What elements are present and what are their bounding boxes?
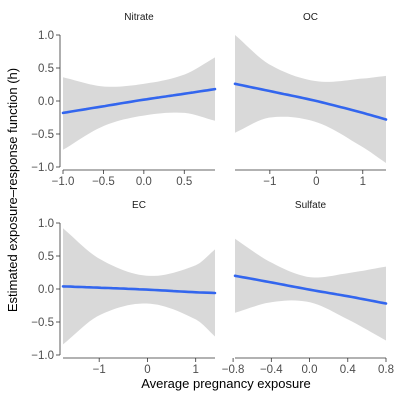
x-tick-label: −0.5 bbox=[92, 176, 115, 188]
x-tick-label: 0.8 bbox=[378, 364, 394, 376]
y-tick-label: 0.5 bbox=[38, 63, 54, 75]
x-tick-label: 0.0 bbox=[136, 176, 152, 188]
y-tick-label: 1.0 bbox=[38, 218, 54, 230]
x-tick-label: −1.0 bbox=[52, 176, 75, 188]
y-tick-label: −0.5 bbox=[31, 129, 54, 141]
panel-title: Sulfate bbox=[295, 200, 327, 211]
panel-nitrate: Nitrate 1.0 0.5 0.0 −0.5 −1.0 −1.0 −0.5 0.0 0.5 bbox=[31, 12, 217, 188]
x-tick-label: 1 bbox=[192, 364, 198, 376]
x-tick-label: −1 bbox=[93, 364, 106, 376]
x-axis-label: Average pregnancy exposure bbox=[141, 376, 311, 391]
estimate-line bbox=[233, 274, 388, 305]
panel-oc: OC −1 0 1 bbox=[233, 12, 388, 188]
y-tick-label: 0.5 bbox=[38, 251, 54, 263]
x-tick-label: −0.4 bbox=[260, 364, 283, 376]
y-axis-label: Estimated exposure–response function (h) bbox=[5, 68, 20, 312]
y-tick-label: −1.0 bbox=[31, 350, 54, 362]
x-tick-label: 1 bbox=[360, 176, 366, 188]
panel-title: Nitrate bbox=[124, 12, 154, 23]
x-tick-label: −0.8 bbox=[222, 364, 245, 376]
estimate-line bbox=[233, 82, 388, 121]
panel-sulfate: Sulfate −0.8 −0.4 0.0 0.4 0.8 bbox=[222, 200, 394, 376]
panel-title: EC bbox=[132, 200, 146, 211]
panel-ec: EC 1.0 0.5 0.0 −0.5 −1.0 −1 0 1 bbox=[31, 200, 217, 376]
estimate-line bbox=[61, 285, 217, 295]
x-tick-label: 0 bbox=[313, 176, 319, 188]
chart-panels: Nitrate 1.0 0.5 0.0 −0.5 −1.0 −1.0 −0.5 0.0 0.5 OC… bbox=[31, 12, 394, 376]
y-tick-label: 0.0 bbox=[38, 96, 54, 108]
y-tick-label: −0.5 bbox=[31, 317, 54, 329]
y-tick-label: 0.0 bbox=[38, 284, 54, 296]
x-tick-label: 0.5 bbox=[176, 176, 192, 188]
confidence-band bbox=[63, 228, 215, 345]
y-tick-label: −1.0 bbox=[31, 162, 54, 174]
y-tick-label: 1.0 bbox=[38, 30, 54, 42]
confidence-band bbox=[63, 57, 215, 150]
x-tick-label: 0.4 bbox=[340, 364, 357, 376]
estimate-line bbox=[61, 87, 217, 115]
x-tick-label: 0.0 bbox=[302, 364, 318, 376]
x-tick-label: 0 bbox=[144, 364, 150, 376]
panel-title: OC bbox=[303, 12, 318, 23]
x-tick-label: −1 bbox=[263, 176, 276, 188]
